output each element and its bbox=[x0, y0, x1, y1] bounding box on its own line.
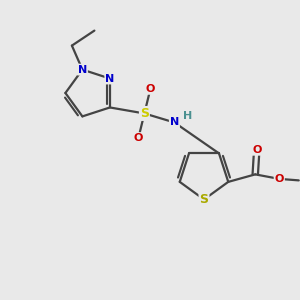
Text: S: S bbox=[140, 107, 149, 120]
Text: H: H bbox=[183, 111, 192, 121]
Text: O: O bbox=[134, 133, 143, 143]
Text: S: S bbox=[200, 193, 208, 206]
Text: O: O bbox=[146, 84, 155, 94]
Text: O: O bbox=[274, 174, 284, 184]
Text: N: N bbox=[78, 64, 87, 75]
Text: N: N bbox=[170, 118, 179, 128]
Text: O: O bbox=[252, 145, 261, 155]
Text: N: N bbox=[105, 74, 115, 83]
